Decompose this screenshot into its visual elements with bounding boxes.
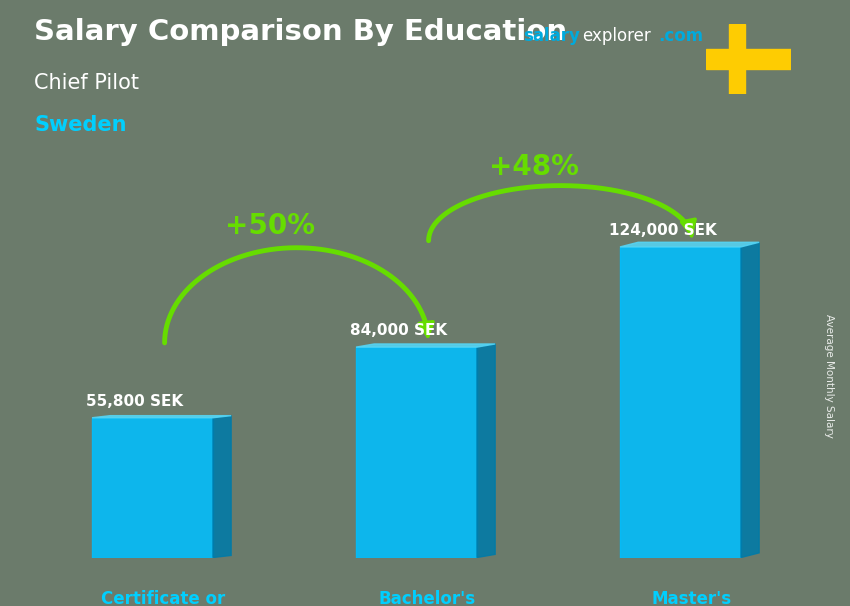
Polygon shape bbox=[741, 242, 759, 558]
Text: Master's
Degree: Master's Degree bbox=[651, 590, 732, 606]
Text: .com: .com bbox=[659, 27, 704, 45]
Bar bbox=[729, 24, 745, 94]
Text: salary: salary bbox=[523, 27, 580, 45]
Text: explorer: explorer bbox=[582, 27, 651, 45]
Polygon shape bbox=[620, 242, 759, 247]
Text: 55,800 SEK: 55,800 SEK bbox=[87, 394, 184, 409]
Bar bbox=[356, 347, 477, 558]
Text: 124,000 SEK: 124,000 SEK bbox=[609, 223, 717, 238]
Polygon shape bbox=[356, 344, 496, 347]
Text: Average Monthly Salary: Average Monthly Salary bbox=[824, 314, 834, 438]
Text: Certificate or
Diploma: Certificate or Diploma bbox=[101, 590, 225, 606]
Bar bbox=[706, 49, 791, 69]
Bar bbox=[92, 418, 213, 558]
Text: Salary Comparison By Education: Salary Comparison By Education bbox=[34, 18, 567, 46]
Text: 84,000 SEK: 84,000 SEK bbox=[350, 324, 447, 338]
Polygon shape bbox=[213, 416, 231, 558]
Bar bbox=[620, 247, 741, 558]
Text: Chief Pilot: Chief Pilot bbox=[34, 73, 139, 93]
Text: +48%: +48% bbox=[490, 153, 579, 181]
Polygon shape bbox=[92, 416, 231, 418]
Polygon shape bbox=[477, 344, 496, 558]
Text: Bachelor's
Degree: Bachelor's Degree bbox=[379, 590, 476, 606]
Text: +50%: +50% bbox=[225, 212, 315, 240]
Text: Sweden: Sweden bbox=[34, 115, 127, 135]
